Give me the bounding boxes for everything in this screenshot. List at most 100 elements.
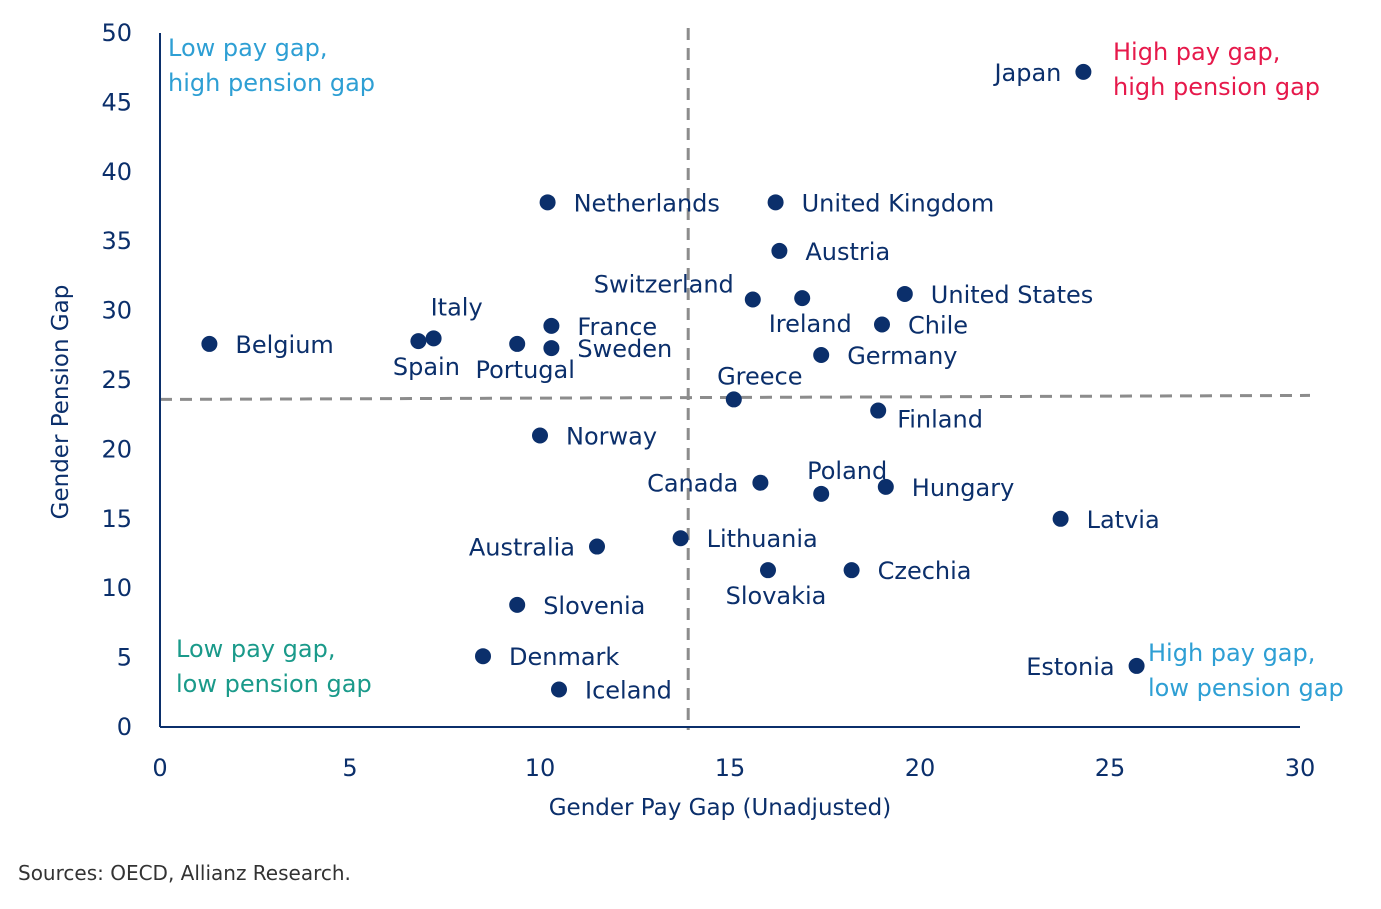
- point-sweden: Sweden: [543, 335, 672, 363]
- y-tick-label: 0: [117, 713, 132, 741]
- point-label: Czechia: [878, 557, 972, 585]
- x-tick-label: 20: [905, 754, 936, 782]
- point-marker: [771, 242, 788, 259]
- point-norway: Norway: [532, 423, 657, 451]
- point-spain: Spain: [393, 333, 460, 381]
- point-label: Hungary: [912, 474, 1014, 502]
- point-austria: Austria: [771, 238, 890, 266]
- point-label: Belgium: [235, 331, 333, 359]
- y-tick-label: 15: [101, 505, 132, 533]
- x-tick-label: 30: [1285, 754, 1316, 782]
- point-marker: [870, 402, 887, 419]
- x-axis-title: Gender Pay Gap (Unadjusted): [549, 795, 892, 821]
- y-tick-label: 20: [101, 435, 132, 463]
- x-tick-label: 25: [1095, 754, 1126, 782]
- quadrant-label-top-right: High pay gap, high pension gap: [1113, 38, 1320, 101]
- y-tick-label: 45: [101, 88, 132, 116]
- quadrant-label-line: high pension gap: [1113, 73, 1320, 101]
- point-japan: Japan: [992, 59, 1092, 87]
- x-axis-ticks: 0 5 10 15 20 25 30: [152, 754, 1315, 782]
- point-marker: [843, 562, 860, 579]
- point-hungary: Hungary: [877, 474, 1014, 502]
- point-germany: Germany: [813, 342, 958, 370]
- point-label: Latvia: [1087, 506, 1160, 534]
- point-label: Ireland: [769, 310, 852, 338]
- reference-lines: [159, 28, 1311, 730]
- quadrant-label-line: High pay gap,: [1113, 38, 1280, 66]
- quadrant-label-line: Low pay gap,: [176, 635, 335, 663]
- point-netherlands: Netherlands: [539, 189, 720, 217]
- point-label: Spain: [393, 353, 460, 381]
- y-tick-label: 25: [101, 366, 132, 394]
- point-poland: Poland: [807, 457, 887, 502]
- point-marker: [813, 485, 830, 502]
- quadrant-label-line: high pension gap: [168, 69, 375, 97]
- point-label: Norway: [566, 423, 657, 451]
- point-label: Germany: [847, 342, 957, 370]
- x-tick-label: 0: [152, 754, 167, 782]
- point-label: Italy: [431, 293, 483, 321]
- y-tick-label: 5: [117, 644, 132, 672]
- point-marker: [509, 335, 526, 352]
- point-canada: Canada: [647, 470, 769, 498]
- quadrant-label-line: low pension gap: [1148, 674, 1344, 702]
- point-marker: [672, 530, 689, 547]
- point-label: Portugal: [475, 356, 574, 384]
- point-iceland: Iceland: [551, 677, 672, 705]
- x-tick-label: 10: [525, 754, 556, 782]
- point-label: Switzerland: [594, 270, 734, 298]
- horizontal-reference-line: [159, 393, 1311, 401]
- point-united-states: United States: [896, 281, 1094, 309]
- source-note: Sources: OECD, Allianz Research.: [18, 861, 351, 885]
- point-portugal: Portugal: [475, 335, 575, 384]
- point-lithuania: Lithuania: [672, 525, 818, 553]
- point-marker: [813, 347, 830, 364]
- point-label: France: [577, 313, 657, 341]
- y-tick-label: 10: [101, 574, 132, 602]
- point-finland: Finland: [870, 402, 983, 434]
- point-marker: [794, 290, 811, 307]
- point-marker: [1075, 63, 1092, 80]
- y-tick-label: 50: [101, 19, 132, 47]
- point-slovenia: Slovenia: [509, 592, 645, 620]
- quadrant-label-bottom-left: Low pay gap, low pension gap: [176, 635, 372, 698]
- point-marker: [551, 681, 567, 698]
- point-label: Poland: [807, 457, 887, 485]
- point-marker: [543, 317, 560, 334]
- point-label: Slovenia: [543, 592, 645, 620]
- point-label: Chile: [908, 311, 968, 339]
- point-label: United Kingdom: [802, 189, 995, 217]
- point-label: Canada: [647, 470, 738, 498]
- point-chile: Chile: [874, 311, 968, 339]
- quadrant-label-line: High pay gap,: [1148, 639, 1315, 667]
- point-marker: [589, 538, 605, 555]
- point-latvia: Latvia: [1052, 506, 1160, 534]
- point-marker: [1052, 510, 1069, 527]
- point-label: Iceland: [585, 677, 672, 705]
- y-axis-ticks: 0 5 10 15 20 25 30 35 40 45 50: [101, 19, 132, 741]
- point-greece: Greece: [717, 362, 803, 408]
- point-label: Slovakia: [726, 582, 827, 610]
- quadrant-label-bottom-right: High pay gap, low pension gap: [1148, 639, 1344, 702]
- point-denmark: Denmark: [475, 643, 619, 671]
- point-estonia: Estonia: [1026, 653, 1145, 681]
- point-marker: [877, 478, 894, 495]
- point-marker: [509, 596, 526, 613]
- point-label: Japan: [992, 59, 1061, 87]
- point-marker: [874, 316, 890, 333]
- point-marker: [767, 194, 784, 211]
- quadrant-label-line: low pension gap: [176, 670, 372, 698]
- point-ireland: Ireland: [769, 290, 852, 338]
- point-marker: [744, 291, 761, 308]
- point-australia: Australia: [469, 534, 605, 562]
- axes: [159, 33, 1300, 728]
- point-label: United States: [931, 281, 1094, 309]
- point-marker: [410, 333, 427, 350]
- point-label: Lithuania: [707, 525, 818, 553]
- point-label: Greece: [717, 362, 802, 390]
- point-marker: [1128, 657, 1145, 674]
- point-label: Denmark: [509, 643, 619, 671]
- point-marker: [201, 335, 218, 352]
- point-marker: [425, 330, 442, 347]
